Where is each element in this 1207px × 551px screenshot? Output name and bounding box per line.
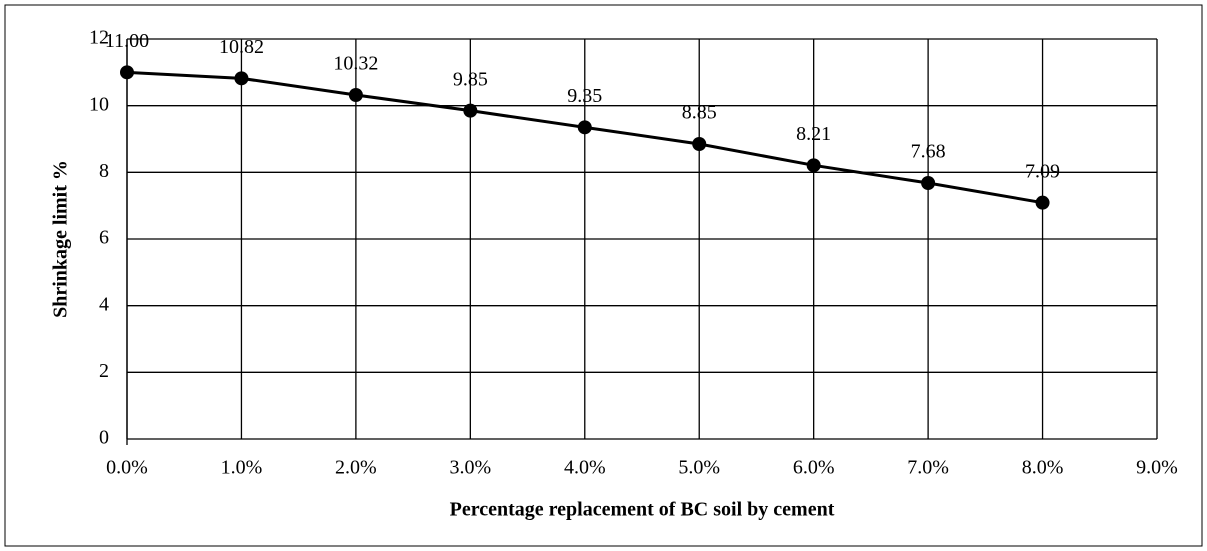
data-label: 7.68 — [911, 141, 946, 163]
data-point — [1035, 195, 1050, 210]
x-tick-label: 5.0% — [678, 457, 720, 479]
data-point — [577, 120, 592, 135]
data-label: 7.09 — [1025, 160, 1060, 182]
x-tick-label: 2.0% — [335, 457, 377, 479]
y-axis-title: Shrinkage limit % — [50, 160, 72, 318]
x-tick-label: 7.0% — [907, 457, 949, 479]
y-tick-label: 6 — [99, 227, 109, 249]
x-tick-label: 9.0% — [1136, 457, 1178, 479]
x-tick-label: 4.0% — [564, 457, 606, 479]
y-tick-label: 8 — [99, 160, 109, 182]
data-label: 8.85 — [682, 102, 717, 124]
data-point — [692, 137, 707, 151]
data-point — [921, 176, 936, 190]
data-point — [806, 158, 821, 173]
data-point — [120, 65, 134, 80]
data-point — [463, 103, 478, 118]
data-label: 9.85 — [453, 68, 488, 90]
data-point — [348, 88, 363, 102]
y-tick-label: 0 — [99, 427, 109, 449]
data-label: 9.35 — [567, 85, 602, 107]
y-tick-label: 10 — [89, 93, 109, 115]
y-tick-label: 2 — [99, 360, 109, 382]
data-label: 10.82 — [219, 36, 264, 58]
x-tick-label: 1.0% — [221, 457, 263, 479]
x-tick-label: 3.0% — [449, 457, 491, 479]
y-tick-label: 12 — [89, 27, 109, 49]
data-label: 11.00 — [105, 30, 149, 52]
x-tick-label: 6.0% — [793, 457, 835, 479]
chart-frame — [4, 4, 1203, 547]
data-point — [234, 71, 249, 86]
x-tick-label: 8.0% — [1022, 457, 1064, 479]
y-tick-label: 4 — [99, 293, 109, 315]
x-tick-label: 0.0% — [106, 457, 148, 479]
data-label: 10.32 — [333, 53, 378, 75]
data-label: 8.21 — [796, 123, 831, 145]
x-axis-title: Percentage replacement of BC soil by cem… — [450, 499, 835, 521]
